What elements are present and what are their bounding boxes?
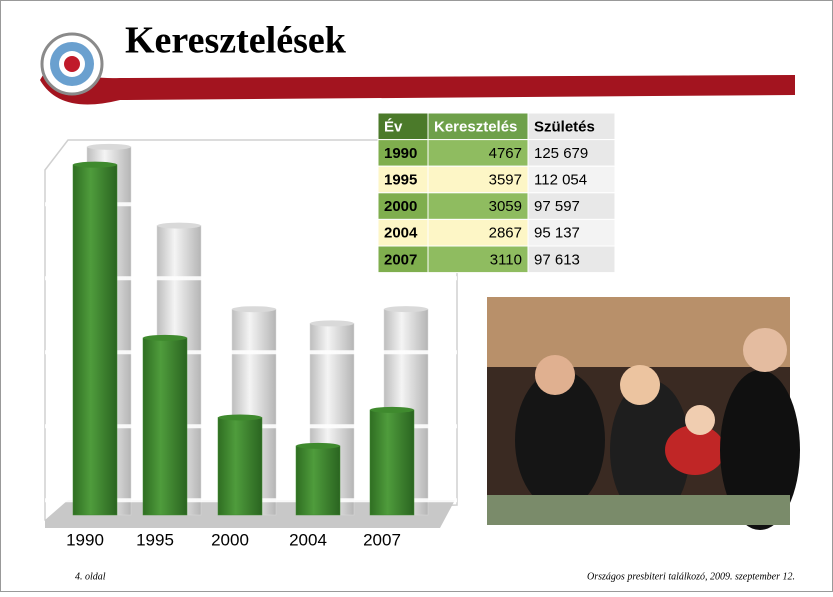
table-year: 1995 — [384, 171, 417, 188]
x-tick-label: 1995 — [136, 530, 174, 549]
bar — [217, 417, 263, 516]
bar — [295, 445, 341, 516]
table-year: 1990 — [384, 145, 417, 162]
table-value: 97 613 — [534, 251, 580, 268]
bar-top — [296, 442, 340, 449]
table-cell — [527, 192, 616, 220]
table-value: 3059 — [489, 198, 522, 215]
bar-top — [384, 306, 428, 313]
table-value: 4767 — [489, 145, 522, 162]
chart: 1990 1995 2000 2004 2007 — [45, 143, 457, 549]
table-cell — [377, 139, 429, 167]
footer-text: Országos presbiteri találkozó, 2009. sze… — [587, 571, 795, 582]
table-cell — [377, 165, 429, 194]
table-header: Keresztelés — [434, 118, 517, 135]
table-cell — [427, 245, 529, 274]
table-year: 2004 — [384, 225, 418, 242]
table-cell — [377, 245, 429, 274]
table-header: Születés — [534, 118, 595, 135]
table-value: 112 054 — [534, 171, 587, 188]
plot-frame — [44, 139, 458, 521]
bar-top — [232, 306, 276, 313]
table-value: 2867 — [489, 225, 522, 242]
bar-top — [143, 334, 187, 341]
table-value: 3597 — [489, 171, 522, 188]
title: Keresztelések — [125, 20, 347, 62]
bar-top — [157, 222, 201, 229]
table-cell — [527, 165, 616, 194]
table-value: 125 679 — [534, 145, 588, 162]
table-value: 95 137 — [534, 225, 580, 242]
bar-top — [310, 320, 354, 327]
table-cell — [427, 139, 529, 167]
bar — [142, 337, 188, 516]
table-value: 3110 — [490, 251, 522, 268]
bar-top — [87, 143, 131, 150]
bar-top — [73, 161, 117, 168]
table-value: 97 597 — [534, 198, 580, 215]
table-header: Év — [384, 118, 403, 135]
x-tick-label: 1990 — [66, 530, 104, 549]
page-number: 4. oldal — [75, 571, 106, 582]
table-cell — [527, 112, 616, 141]
bar — [72, 164, 118, 516]
table-year: 2007 — [384, 251, 417, 268]
x-tick-label: 2007 — [363, 530, 401, 549]
x-tick-label: 2004 — [289, 530, 327, 549]
bar-top — [370, 406, 414, 413]
table-cell — [527, 139, 616, 167]
table-cell — [427, 165, 529, 194]
header-band — [40, 55, 795, 105]
logo-heart — [64, 56, 80, 72]
table-year: 2000 — [384, 198, 417, 215]
data-table: Év Keresztelés Születés 1990 4767 125 679 1995… — [377, 112, 616, 274]
bar — [369, 409, 415, 516]
x-tick-label: 2000 — [211, 530, 249, 549]
bar-top — [218, 414, 262, 421]
photo — [487, 297, 800, 530]
table-cell — [527, 245, 616, 274]
